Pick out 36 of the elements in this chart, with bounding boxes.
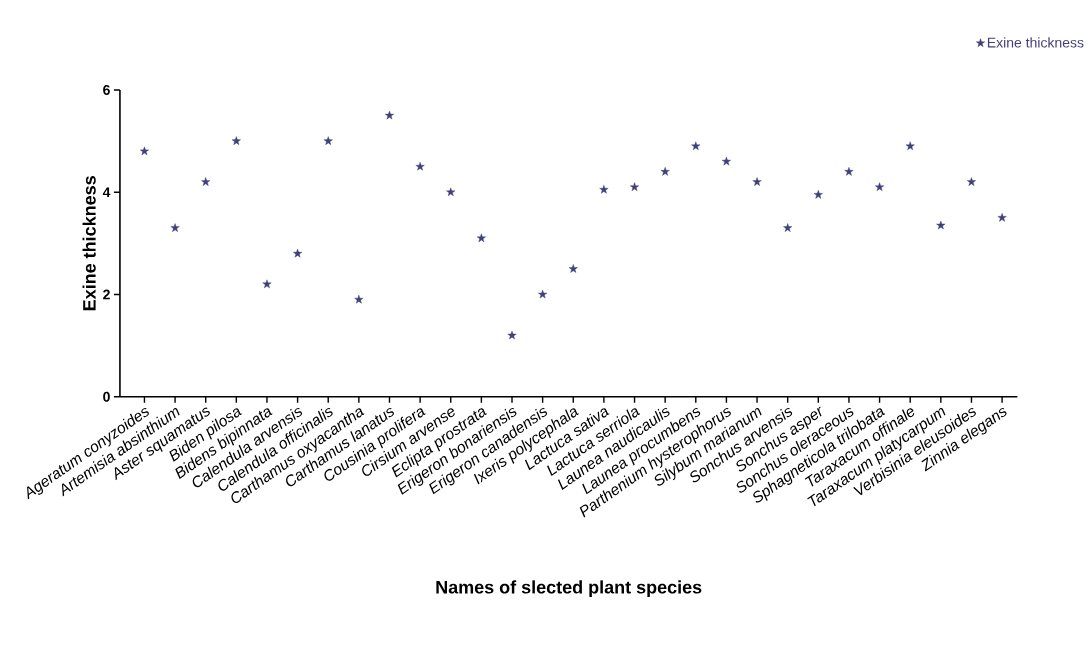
point <box>507 330 517 340</box>
legend-label: Exine thickness <box>987 37 1084 48</box>
point <box>844 167 854 176</box>
y-tick-label: 0 <box>103 392 110 402</box>
point <box>783 223 793 233</box>
point <box>354 295 364 304</box>
point <box>568 264 578 273</box>
point <box>752 177 762 187</box>
point <box>936 220 946 230</box>
y-tick-label: 4 <box>102 187 111 198</box>
point <box>385 111 394 120</box>
point <box>323 136 333 146</box>
point <box>415 162 425 171</box>
point <box>262 279 272 289</box>
y-tick-label: 2 <box>103 289 110 300</box>
point <box>691 141 701 151</box>
point <box>201 177 211 187</box>
point <box>538 289 548 299</box>
point <box>905 141 915 151</box>
point <box>813 190 823 199</box>
point <box>139 146 149 156</box>
point <box>231 136 241 146</box>
point <box>875 182 885 192</box>
point <box>630 182 639 192</box>
point <box>721 157 731 166</box>
point <box>997 213 1007 222</box>
y-axis-title: Exine thickness <box>82 176 96 311</box>
point <box>599 185 609 194</box>
point <box>293 249 303 258</box>
point <box>966 177 976 187</box>
y-tick-label: 6 <box>103 85 110 96</box>
point <box>660 167 670 176</box>
x-axis-title: Names of slected plant species <box>436 580 702 598</box>
point <box>446 187 456 197</box>
point <box>476 233 486 243</box>
point <box>170 223 180 233</box>
